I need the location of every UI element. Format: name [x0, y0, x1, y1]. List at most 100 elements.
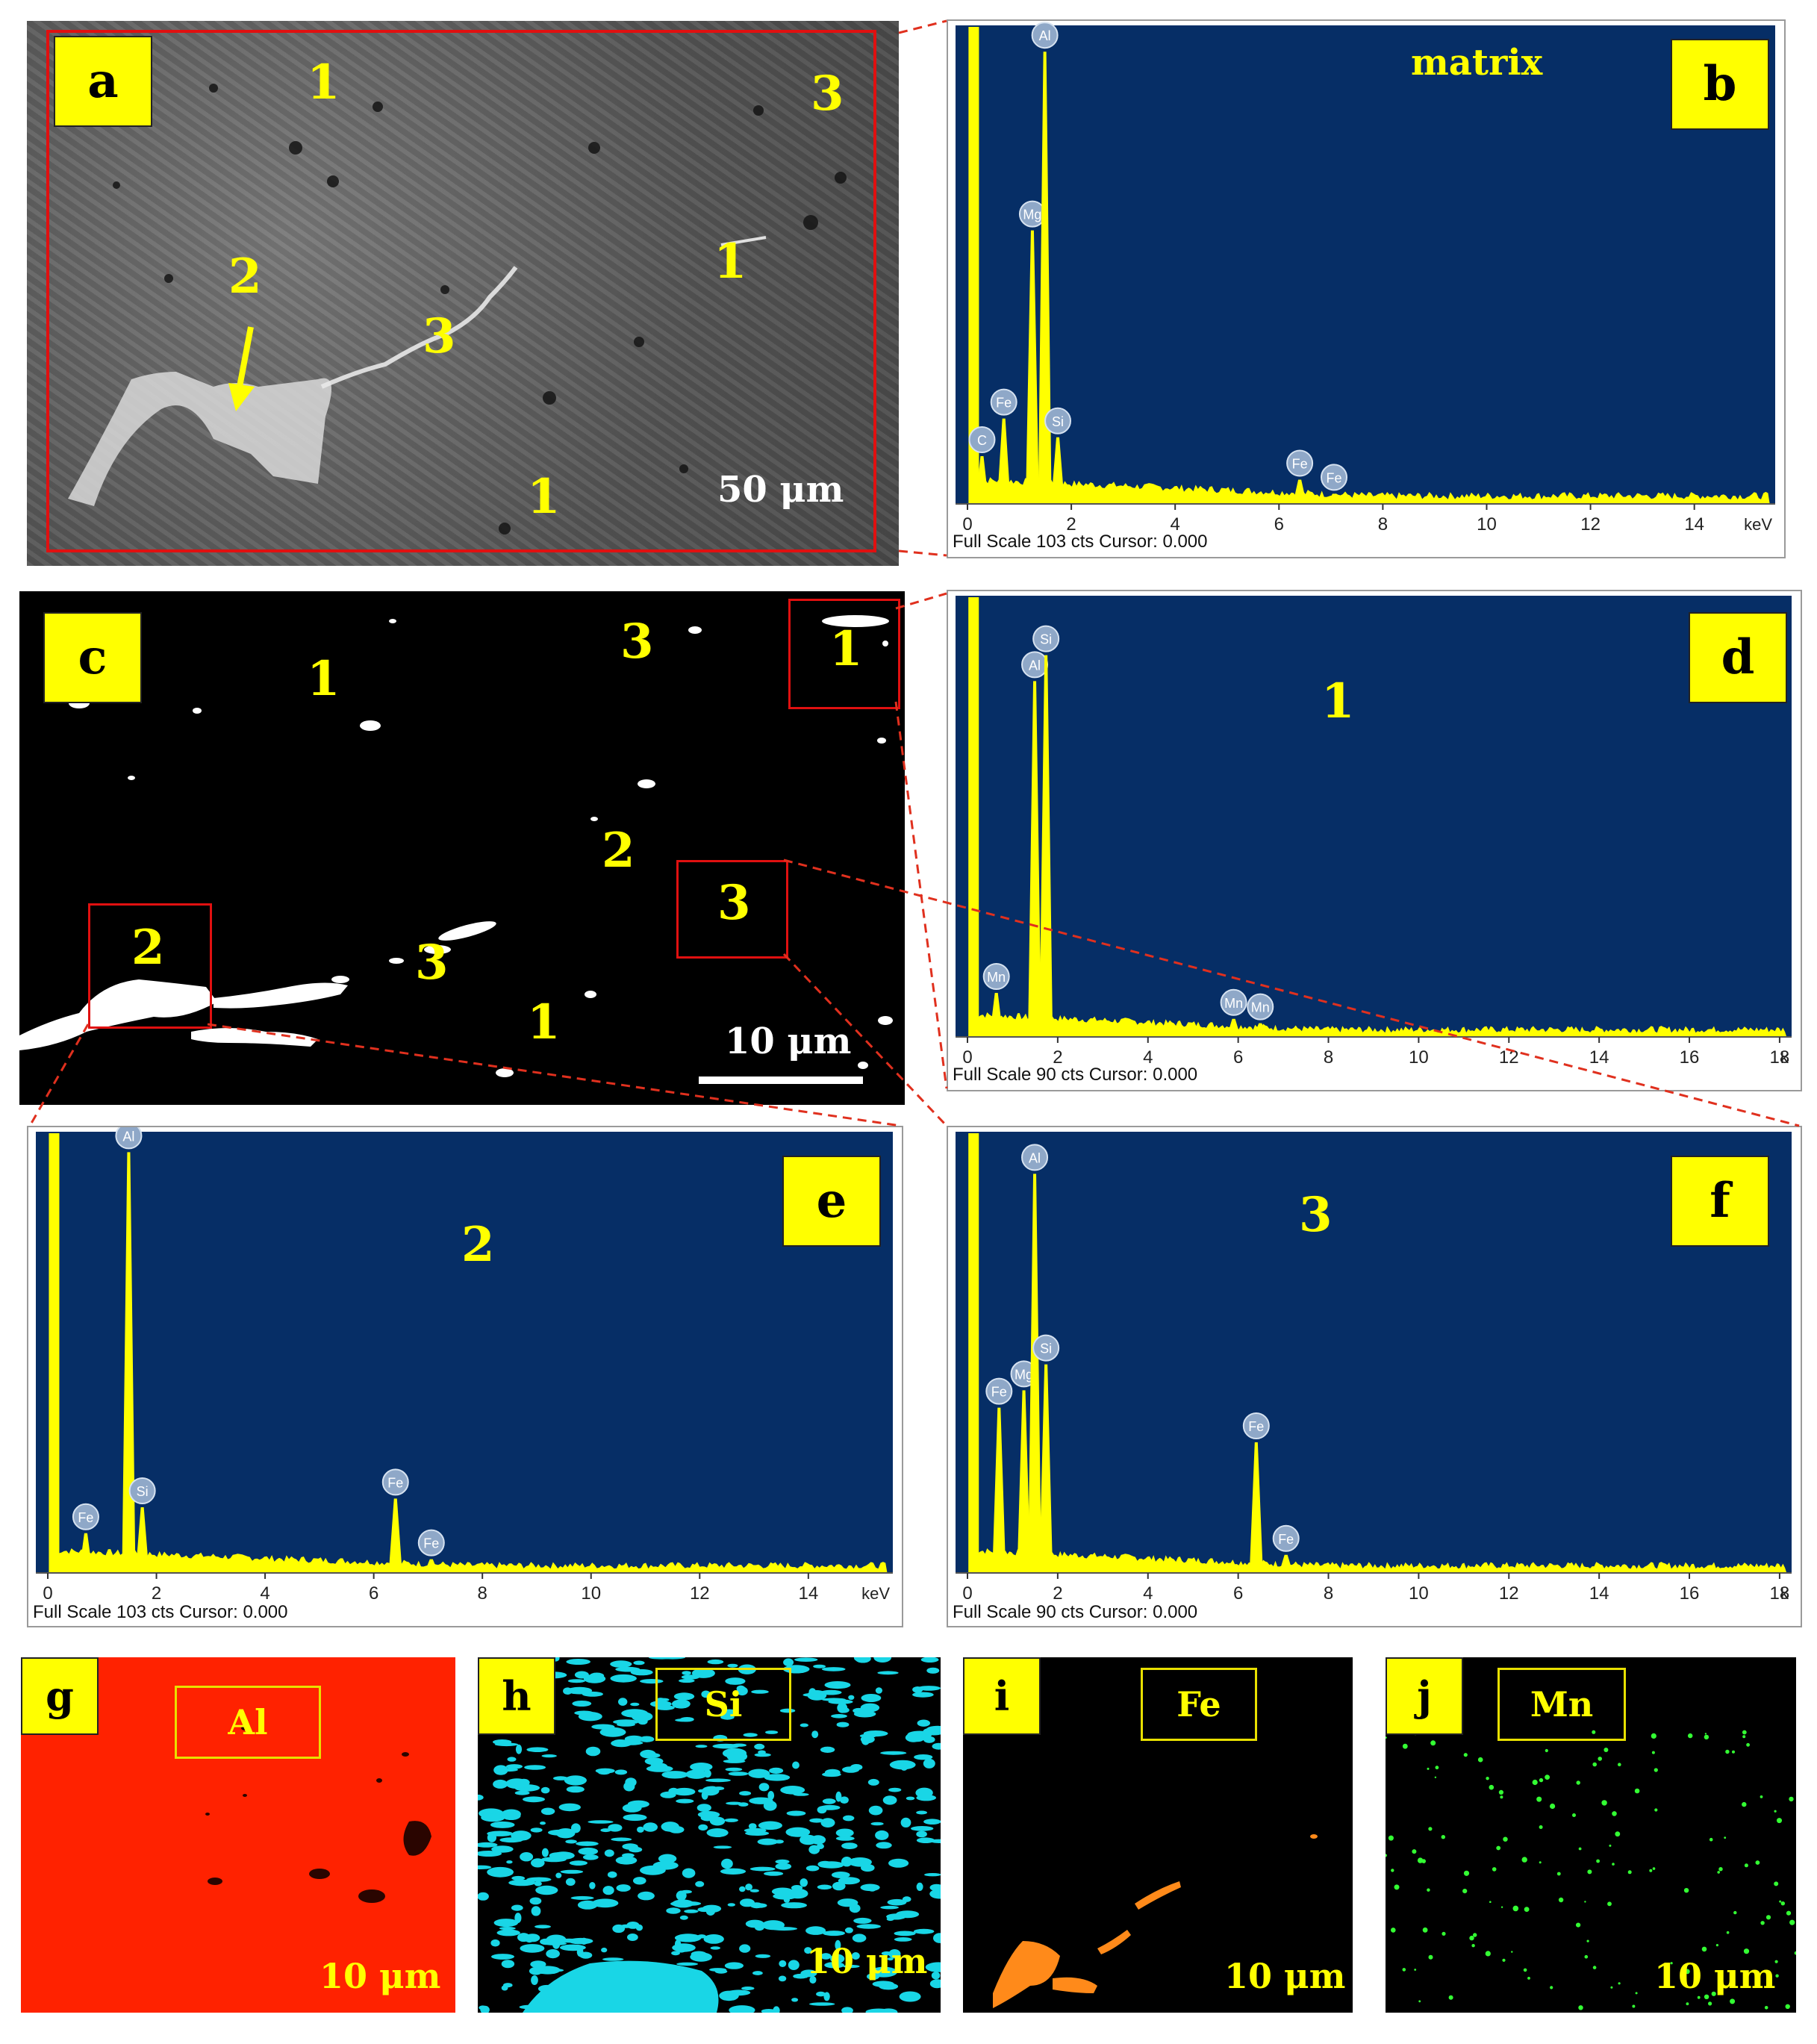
x-tick-label: 10: [581, 1583, 601, 1604]
si-particle: [534, 1925, 551, 1929]
mn-particle: [1587, 1869, 1592, 1875]
si-particle: [851, 1952, 860, 1960]
si-particle: [785, 1827, 811, 1837]
mn-particle: [1421, 1859, 1426, 1863]
mn-particle: [1612, 1811, 1617, 1816]
si-particle: [843, 1815, 855, 1822]
svg-text:Si: Si: [1040, 632, 1052, 647]
si-particle: [912, 1686, 923, 1693]
si-particle: [861, 1694, 882, 1702]
mn-particle: [1654, 1768, 1658, 1772]
si-particle: [671, 1951, 680, 1956]
si-particle: [820, 1804, 841, 1810]
si-particle: [817, 1884, 832, 1890]
x-tick-label: 0: [43, 1583, 52, 1604]
si-particle: [709, 1816, 726, 1826]
mn-particle: [1760, 1921, 1765, 1925]
si-particle: [822, 1772, 841, 1777]
mn-particle: [1430, 1740, 1436, 1746]
si-particle: [707, 1659, 724, 1665]
si-particle: [900, 1762, 908, 1771]
region-label: 1: [307, 651, 340, 707]
si-particle: [567, 1686, 593, 1695]
si-particle: [853, 1657, 861, 1661]
selection-box: [46, 30, 876, 552]
mn-particle: [1427, 1767, 1430, 1770]
svg-text:C: C: [977, 433, 987, 448]
si-particle: [831, 1872, 850, 1878]
si-particle: [681, 1889, 692, 1894]
mn-particle: [1601, 1800, 1607, 1806]
si-particle: [900, 1817, 911, 1828]
si-particle: [526, 1877, 552, 1882]
si-particle: [574, 1710, 594, 1716]
si-particle: [618, 1698, 628, 1706]
si-particle: [540, 1807, 555, 1816]
region-label: 3: [717, 875, 751, 931]
si-particle: [580, 1937, 588, 1945]
mn-particle: [1634, 1788, 1640, 1794]
si-particle: [627, 1934, 638, 1941]
panel-c-binary: c 3 1 1 2 3 3 1 2 1 10 μm: [19, 591, 905, 1105]
mn-particle: [1755, 1860, 1760, 1865]
mn-particle: [1742, 1730, 1747, 1735]
si-particle: [491, 1954, 514, 1960]
svg-text:Mn: Mn: [1224, 996, 1243, 1011]
si-particle: [745, 1883, 752, 1891]
mn-particle: [1603, 1748, 1609, 1752]
si-particle: [720, 1868, 747, 1875]
mn-particle: [1652, 1867, 1656, 1870]
si-particle: [531, 1858, 545, 1868]
svg-text:Fe: Fe: [1248, 1419, 1264, 1434]
si-particle: [676, 1798, 694, 1804]
si-particle: [823, 1931, 845, 1936]
mn-particle: [1462, 1889, 1468, 1894]
region-label: 1: [307, 54, 340, 110]
si-particle: [794, 1657, 818, 1662]
si-particle: [672, 1699, 691, 1709]
svg-text:Mg: Mg: [1023, 208, 1041, 222]
si-particle: [781, 1902, 807, 1909]
mn-particle: [1717, 1871, 1720, 1874]
mn-particle: [1422, 1927, 1428, 1933]
mn-particle: [1684, 1969, 1690, 1975]
mn-particle: [1654, 1808, 1658, 1812]
mn-particle: [1764, 2006, 1768, 2010]
si-particle: [887, 1898, 907, 1906]
si-particle: [676, 1948, 686, 1953]
si-particle: [783, 1658, 794, 1666]
si-particle: [506, 1860, 513, 1864]
spectrum-peak: [1039, 1364, 1053, 1572]
spectrum-peak: [1293, 479, 1307, 503]
mn-particle: [1584, 1954, 1589, 1959]
mn-particle: [1704, 1734, 1710, 1740]
si-particle: [589, 1882, 596, 1889]
mn-particle: [1726, 1931, 1730, 1934]
si-particle: [610, 1660, 632, 1668]
si-particle: [765, 1730, 779, 1734]
si-particle: [616, 1884, 631, 1892]
si-particle: [633, 1660, 645, 1666]
si-particle: [729, 2005, 755, 2013]
si-particle: [529, 1897, 542, 1905]
map-element-label: Al: [175, 1686, 321, 1759]
mn-particle: [1442, 1931, 1446, 1936]
si-particle: [703, 1769, 711, 1778]
mn-particle: [1730, 1998, 1736, 2004]
mn-particle: [1545, 1775, 1550, 1780]
si-particle: [926, 1725, 941, 1732]
si-particle: [788, 1960, 800, 1970]
selection-box: [88, 903, 212, 1029]
si-particle: [916, 1882, 923, 1891]
si-particle: [822, 1798, 836, 1804]
peak-label: Fe: [985, 1377, 1013, 1405]
mn-particle: [1785, 2004, 1790, 2009]
si-particle: [601, 1947, 608, 1953]
si-particle: [712, 1743, 740, 1749]
mn-particle: [1680, 1967, 1685, 1972]
si-particle: [629, 1846, 643, 1853]
si-particle: [767, 1791, 775, 1801]
si-particle: [809, 2002, 835, 2006]
si-particle: [555, 1828, 576, 1839]
si-particle: [599, 1727, 626, 1737]
